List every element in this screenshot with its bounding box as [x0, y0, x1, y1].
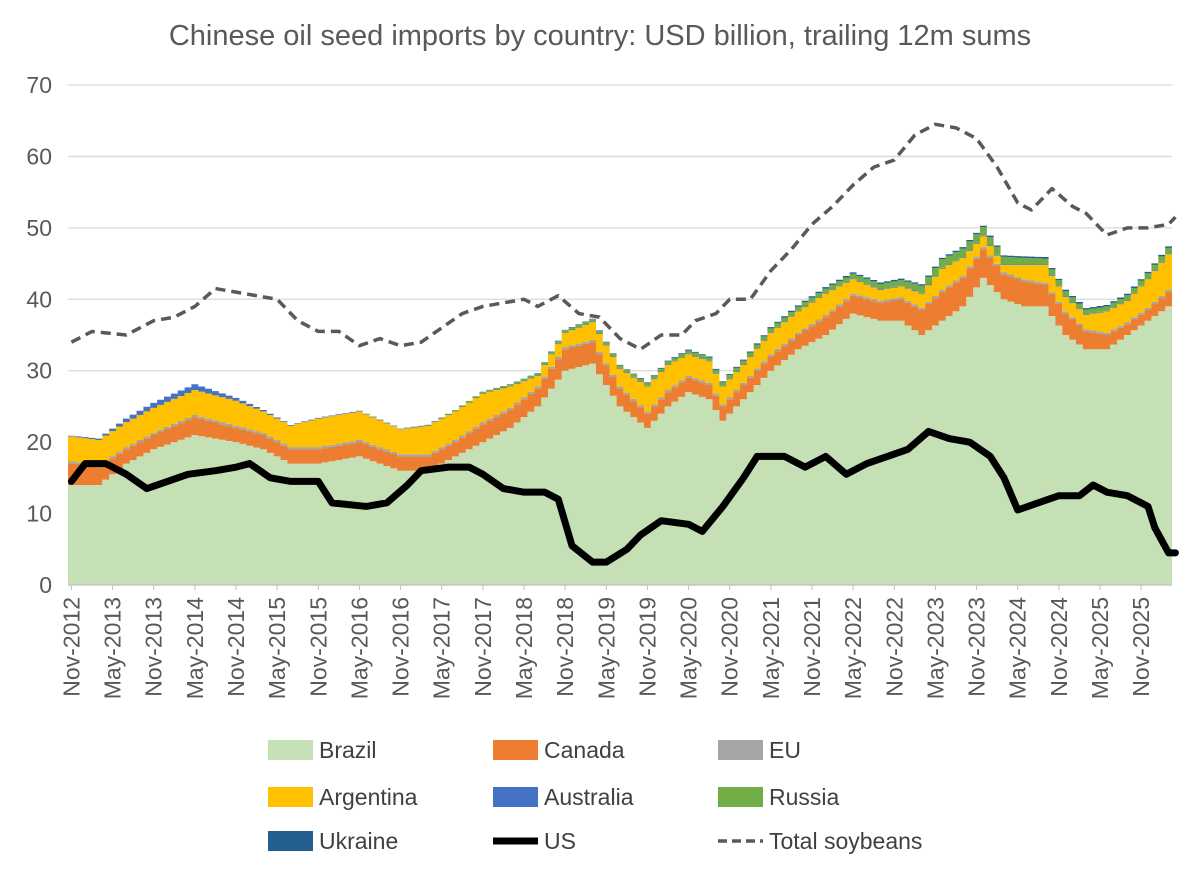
x-tick-label: May-2014: [182, 597, 208, 699]
legend-label-total-soybeans: Total soybeans: [769, 828, 922, 854]
x-tick-label: Nov-2016: [388, 597, 414, 697]
x-tick-label: May-2021: [758, 597, 784, 699]
legend-label-argentina: Argentina: [319, 784, 418, 810]
legend-swatch-australia: [493, 787, 538, 807]
x-tick-label: May-2016: [346, 597, 372, 699]
x-tick-label: Nov-2018: [552, 597, 578, 697]
legend-item-total-soybeans: Total soybeans: [718, 828, 922, 854]
line-us: [67, 427, 1179, 566]
legend-label-canada: Canada: [544, 737, 625, 763]
x-tick-label: Nov-2022: [881, 597, 907, 697]
x-tick-label: May-2025: [1087, 597, 1113, 699]
x-tick-label: May-2023: [922, 597, 948, 699]
x-tick-label: May-2020: [676, 597, 702, 699]
x-tick-label: May-2022: [840, 597, 866, 699]
y-tick-label: 10: [26, 501, 52, 527]
legend-item-eu: EU: [718, 737, 801, 763]
legend-item-canada: Canada: [493, 737, 625, 763]
x-tick-label: Nov-2024: [1046, 597, 1072, 697]
y-axis-ticks: 0 10 20 30 40 50 60 70: [26, 72, 52, 598]
y-tick-label: 60: [26, 143, 52, 169]
x-tick-label: May-2018: [511, 597, 537, 699]
legend-item-russia: Russia: [718, 784, 840, 810]
legend-item-ukraine: Ukraine: [268, 828, 398, 854]
area-brazil: [68, 277, 1172, 585]
legend-item-brazil: Brazil: [268, 737, 377, 763]
legend-swatch-argentina: [268, 787, 313, 807]
stacked-areas: [68, 225, 1172, 585]
chart-title: Chinese oil seed imports by country: USD…: [169, 20, 1031, 52]
x-tick-label: Nov-2012: [58, 597, 84, 697]
legend-item-argentina: Argentina: [268, 784, 418, 810]
x-tick-label: May-2017: [429, 597, 455, 699]
y-tick-label: 30: [26, 358, 52, 384]
x-tick-label: Nov-2020: [717, 597, 743, 697]
legend-swatch-russia: [718, 787, 763, 807]
x-tick-label: May-2015: [264, 597, 290, 699]
x-tick-label: Nov-2017: [470, 597, 496, 697]
y-tick-label: 20: [26, 429, 52, 455]
legend-item-australia: Australia: [493, 784, 634, 810]
legend-swatch-canada: [493, 740, 538, 760]
legend-label-ukraine: Ukraine: [319, 828, 398, 854]
legend-label-us: US: [544, 828, 576, 854]
line-series: [67, 122, 1179, 566]
x-tick-label: Nov-2021: [799, 597, 825, 697]
legend-item-us: US: [493, 828, 576, 854]
x-tick-label: Nov-2015: [305, 597, 331, 697]
x-tick-label: May-2024: [1005, 597, 1031, 699]
legend-label-eu: EU: [769, 737, 801, 763]
x-tick-label: Nov-2013: [141, 597, 167, 697]
legend-swatch-brazil: [268, 740, 313, 760]
legend: Brazil Canada EU Argentina Australia Russia Uk…: [268, 737, 922, 854]
x-tick-label: Nov-2019: [634, 597, 660, 697]
x-tick-label: May-2013: [100, 597, 126, 699]
x-axis-ticks: Nov-2012 May-2013 Nov-2013 May-2014 Nov-2014…: [58, 585, 1154, 699]
legend-label-brazil: Brazil: [319, 737, 377, 763]
area-argentina: [68, 236, 1172, 465]
x-tick-label: Nov-2025: [1128, 597, 1154, 697]
legend-swatch-eu: [718, 740, 763, 760]
legend-label-australia: Australia: [544, 784, 634, 810]
x-tick-label: May-2019: [593, 597, 619, 699]
y-tick-label: 50: [26, 215, 52, 241]
y-tick-label: 40: [26, 286, 52, 312]
legend-swatch-ukraine: [268, 831, 313, 851]
legend-label-russia: Russia: [769, 784, 840, 810]
y-tick-label: 0: [39, 572, 52, 598]
line-total-soybeans: [70, 122, 1177, 352]
x-tick-label: Nov-2014: [223, 597, 249, 697]
area-canada: [68, 249, 1172, 485]
x-tick-label: Nov-2023: [964, 597, 990, 697]
y-tick-label: 70: [26, 72, 52, 98]
